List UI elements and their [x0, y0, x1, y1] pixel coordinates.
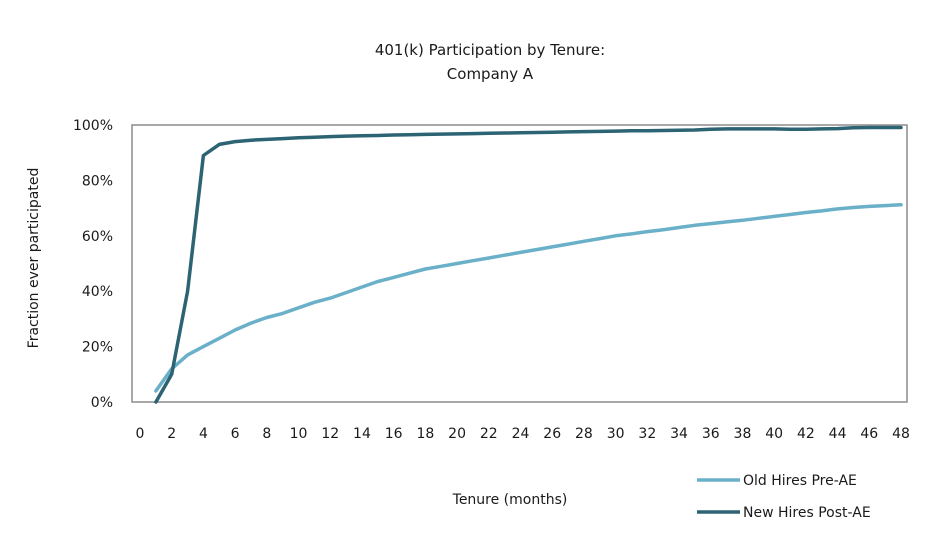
x-tick-label: 28 [575, 426, 593, 442]
y-tick-label: 20% [82, 340, 113, 356]
y-tick-label: 80% [82, 173, 113, 189]
series-lines [154, 125, 903, 404]
x-tick-label: 46 [860, 426, 878, 442]
x-axis: 0 2 4 6 8 10 12 14 16 18 20 22 24 26 28 30 32 34 36 38 40 42 4… [136, 426, 910, 442]
chart-title-line-2: Company A [447, 65, 534, 83]
x-tick-label: 42 [797, 426, 815, 442]
x-tick-label: 16 [385, 426, 403, 442]
y-axis-label: Fraction ever participated [26, 168, 42, 349]
x-tick-label: 26 [543, 426, 561, 442]
y-axis: 0% 20% 40% 60% 80% 100% [73, 118, 113, 411]
x-tick-label: 48 [892, 426, 910, 442]
x-tick-label: 40 [765, 426, 783, 442]
y-tick-label: 100% [73, 118, 113, 134]
x-tick-label: 34 [670, 426, 688, 442]
series-line-0 [154, 203, 903, 393]
x-tick-label: 12 [321, 426, 339, 442]
x-tick-label: 20 [448, 426, 466, 442]
y-tick-label: 40% [82, 284, 113, 300]
y-tick-label: 0% [91, 395, 113, 411]
x-tick-label: 2 [167, 426, 176, 442]
legend: Old Hires Pre-AE New Hires Post-AE [697, 473, 871, 521]
x-tick-label: 22 [480, 426, 498, 442]
x-tick-label: 10 [290, 426, 308, 442]
x-tick-label: 18 [416, 426, 434, 442]
x-tick-label: 44 [829, 426, 847, 442]
x-tick-label: 24 [512, 426, 530, 442]
legend-label-old-hires: Old Hires Pre-AE [743, 473, 857, 489]
x-axis-label: Tenure (months) [452, 492, 568, 508]
x-tick-label: 8 [262, 426, 271, 442]
x-tick-label: 4 [199, 426, 208, 442]
x-tick-label: 0 [136, 426, 145, 442]
x-tick-label: 32 [638, 426, 656, 442]
x-tick-label: 36 [702, 426, 720, 442]
plot-area [131, 124, 908, 403]
y-tick-label: 60% [82, 229, 113, 245]
x-tick-label: 30 [607, 426, 625, 442]
chart-title-line-1: 401(k) Participation by Tenure: [375, 41, 605, 59]
legend-label-new-hires: New Hires Post-AE [743, 505, 871, 521]
x-tick-label: 38 [734, 426, 752, 442]
x-tick-label: 14 [353, 426, 371, 442]
x-tick-label: 6 [231, 426, 240, 442]
series-line-1 [154, 125, 903, 404]
